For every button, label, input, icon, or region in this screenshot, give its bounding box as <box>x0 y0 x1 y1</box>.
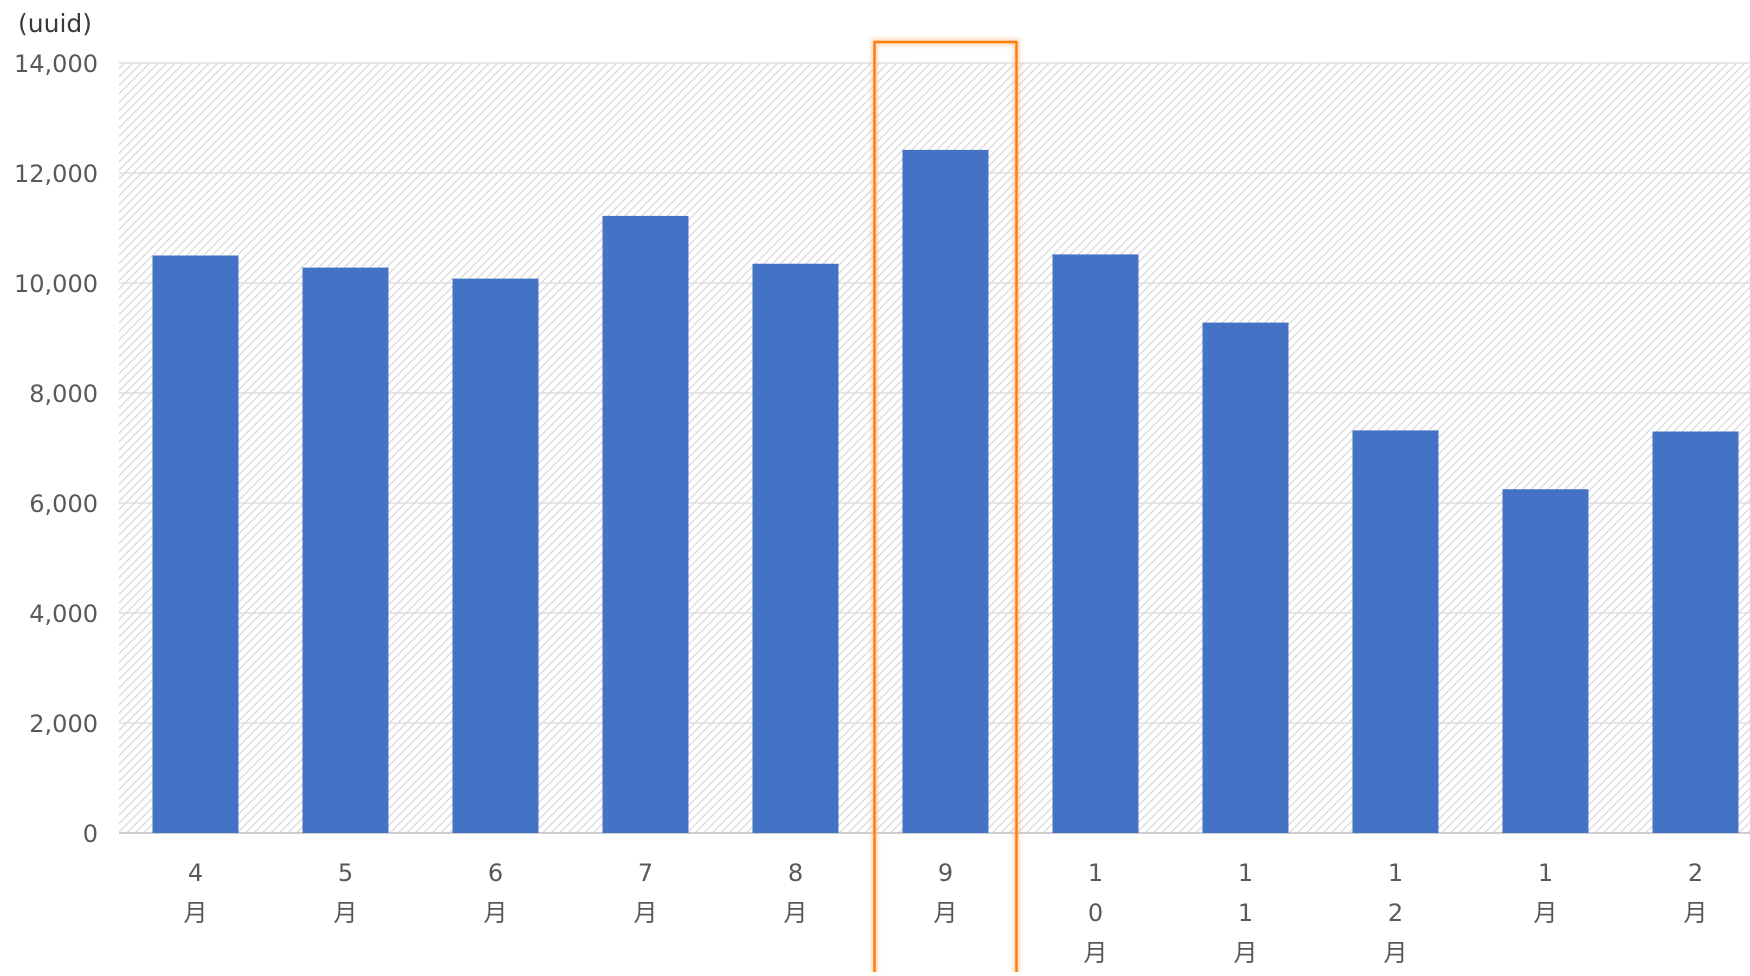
bars <box>152 149 1739 834</box>
y-tick-label: 2,000 <box>29 710 98 738</box>
y-tick-label: 10,000 <box>14 270 98 298</box>
y-tick-label: 0 <box>83 820 98 848</box>
bar <box>1202 322 1289 833</box>
bar <box>152 255 239 833</box>
y-tick-label: 14,000 <box>14 50 98 78</box>
y-tick-label: 12,000 <box>14 160 98 188</box>
y-axis-label: (uuid) <box>18 9 92 38</box>
x-axis-tick-labels: 4 月 5 月 6 月 7 月 8 月 9 月 1 0 月 1 1 月 1 2 月 1 月 2 月 <box>184 859 1708 967</box>
y-tick-label: 4,000 <box>29 600 98 628</box>
highlight-box-group <box>871 39 1020 976</box>
highlight-box <box>873 40 1018 976</box>
bar <box>752 263 839 833</box>
bar <box>602 215 689 833</box>
y-tick-label: 8,000 <box>29 380 98 408</box>
bar <box>1652 431 1739 833</box>
bar <box>302 267 389 834</box>
bar <box>902 149 989 833</box>
y-axis-tick-labels: 0 2,000 4,000 6,000 8,000 10,000 12,000 14,000 <box>14 50 98 848</box>
bar <box>1352 430 1439 833</box>
bar <box>452 278 539 834</box>
bar <box>1502 489 1589 833</box>
bar <box>1052 254 1139 833</box>
y-tick-label: 6,000 <box>29 490 98 518</box>
